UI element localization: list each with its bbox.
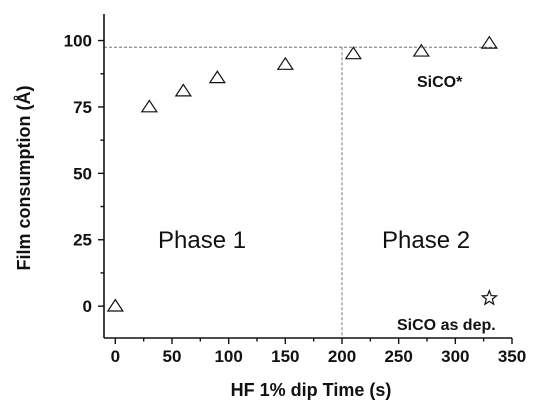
y-tick-label: 25 bbox=[73, 231, 92, 250]
y-tick-label: 75 bbox=[73, 98, 92, 117]
data-point-triangle bbox=[346, 47, 361, 58]
x-tick-label: 300 bbox=[441, 347, 469, 366]
x-tick-label: 250 bbox=[384, 347, 412, 366]
y-axis-title: Film consumption (Å) bbox=[14, 86, 34, 271]
phase-1-label: Phase 1 bbox=[158, 227, 246, 254]
x-tick-label: 150 bbox=[271, 347, 299, 366]
sico-star-label: SiCO* bbox=[417, 74, 463, 91]
data-point-triangle bbox=[482, 37, 497, 48]
sico-as-dep-label: SiCO as dep. bbox=[397, 317, 496, 334]
x-axis-title: HF 1% dip Time (s) bbox=[231, 380, 392, 400]
y-tick-label: 0 bbox=[83, 297, 92, 316]
data-point-star bbox=[482, 291, 496, 305]
y-tick-label: 50 bbox=[73, 164, 92, 183]
data-point-triangle bbox=[176, 85, 191, 96]
data-point-triangle bbox=[142, 100, 157, 111]
axes bbox=[104, 14, 512, 338]
data-point-triangle bbox=[210, 71, 225, 82]
x-tick-label: 350 bbox=[498, 347, 526, 366]
x-tick-label: 200 bbox=[328, 347, 356, 366]
data-point-triangle bbox=[414, 45, 429, 56]
x-tick-label: 0 bbox=[111, 347, 120, 366]
data-point-triangle bbox=[108, 300, 123, 311]
phase-2-label: Phase 2 bbox=[382, 227, 470, 254]
y-tick-label: 100 bbox=[64, 32, 92, 51]
x-tick-label: 50 bbox=[163, 347, 182, 366]
x-tick-label: 100 bbox=[214, 347, 242, 366]
data-point-triangle bbox=[278, 58, 293, 69]
